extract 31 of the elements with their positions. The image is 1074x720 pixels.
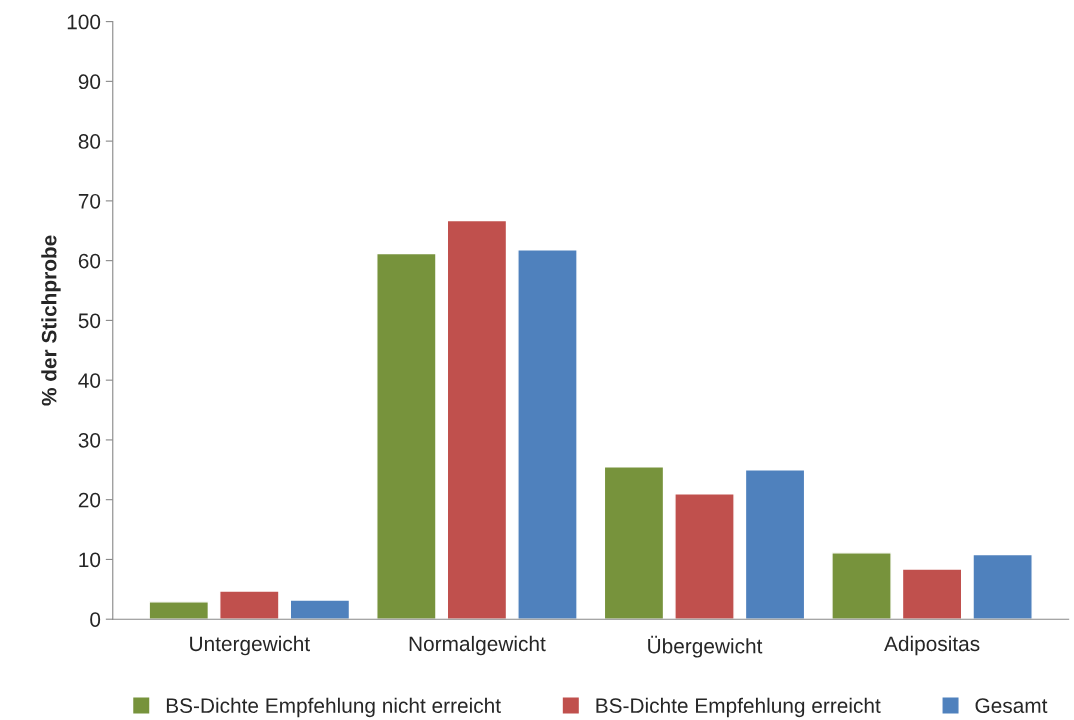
- y-tick-label: 90: [78, 74, 101, 90]
- x-tick-label: Übergewicht: [648, 635, 763, 658]
- y-tick-label: 80: [78, 134, 101, 149]
- bar: [831, 552, 892, 620]
- y-tick-label: 0: [90, 612, 101, 627]
- legend-label: Gesamt: [975, 698, 1048, 714]
- y-tick-label: 50: [78, 313, 101, 329]
- bar: [148, 601, 210, 620]
- bar: [744, 469, 806, 620]
- bar: [219, 590, 280, 620]
- y-tick-label: 30: [78, 432, 101, 448]
- y-tick-label: 20: [78, 492, 101, 508]
- legend-label: BS-Dichte Empfehlung erreicht: [596, 697, 881, 718]
- x-tick-label: Untergewicht: [190, 635, 310, 656]
- x-tick-label: Normalgewicht: [409, 635, 546, 656]
- bar: [517, 249, 578, 620]
- bar: [674, 493, 735, 620]
- y-tick-label: 60: [78, 253, 101, 269]
- y-tick-label: 40: [78, 373, 101, 388]
- y-tick-label: 10: [79, 552, 101, 568]
- bar: [446, 219, 508, 620]
- legend-label: BS-Dichte Empfehlung nicht erreicht: [166, 697, 501, 718]
- y-tick-label: 100: [67, 14, 101, 30]
- x-tick-label: Adipositas: [884, 635, 980, 656]
- y-axis-title: % der Stichprobe: [41, 235, 61, 406]
- bar: [901, 568, 963, 620]
- bar: [972, 553, 1033, 620]
- bar: [289, 599, 351, 620]
- bar: [603, 466, 665, 620]
- y-tick-label: 70: [78, 193, 101, 209]
- bar: [376, 252, 437, 620]
